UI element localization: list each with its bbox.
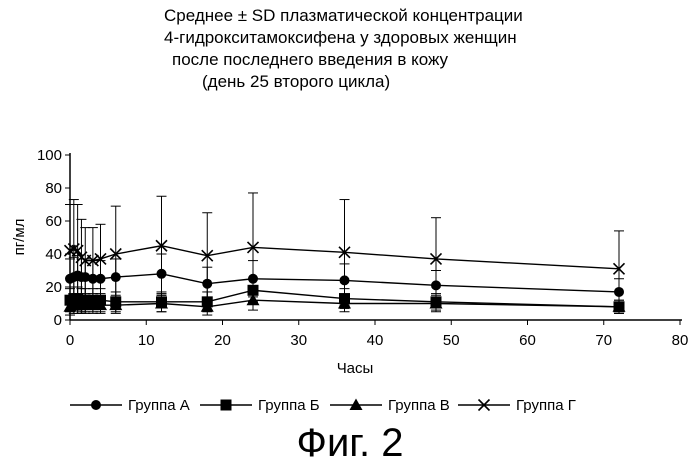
y-tick-label: 60 (45, 213, 62, 230)
legend-label: Группа В (388, 397, 450, 414)
legend-label: Группа А (128, 397, 190, 414)
x-tick-label: 40 (367, 332, 384, 349)
x-tick-label: 30 (290, 332, 307, 349)
y-axis-label: пг/мл (11, 219, 28, 256)
legend-label: Группа Г (516, 397, 576, 414)
legend-item: Группа В (330, 397, 450, 414)
x-tick-label: 80 (672, 332, 689, 349)
figure-caption: Фиг. 2 (0, 420, 700, 466)
data-point (350, 399, 363, 411)
x-tick-label: 20 (214, 332, 231, 349)
x-tick-label: 50 (443, 332, 460, 349)
legend-item: Группа Б (200, 397, 320, 414)
legend-label: Группа Б (258, 397, 320, 414)
y-tick-label: 20 (45, 279, 62, 296)
line-chart: 0 20 40 60 80 100 0 10 20 30 40 50 60 70 80 Часы пг/мл Гр… (0, 0, 700, 420)
x-tick-label: 70 (595, 332, 612, 349)
y-tick-label: 100 (37, 147, 62, 164)
y-tick-label: 80 (45, 180, 62, 197)
x-tick-label: 0 (66, 332, 74, 349)
y-tick-label: 40 (45, 246, 62, 263)
x-axis-label: Часы (337, 360, 374, 377)
legend-item: Группа Г (458, 397, 576, 414)
x-tick-label: 60 (519, 332, 536, 349)
x-tick-label: 10 (138, 332, 155, 349)
legend-item: Группа А (70, 397, 190, 414)
data-point (221, 400, 232, 411)
data-point (91, 400, 101, 410)
y-tick-label: 0 (54, 312, 62, 329)
